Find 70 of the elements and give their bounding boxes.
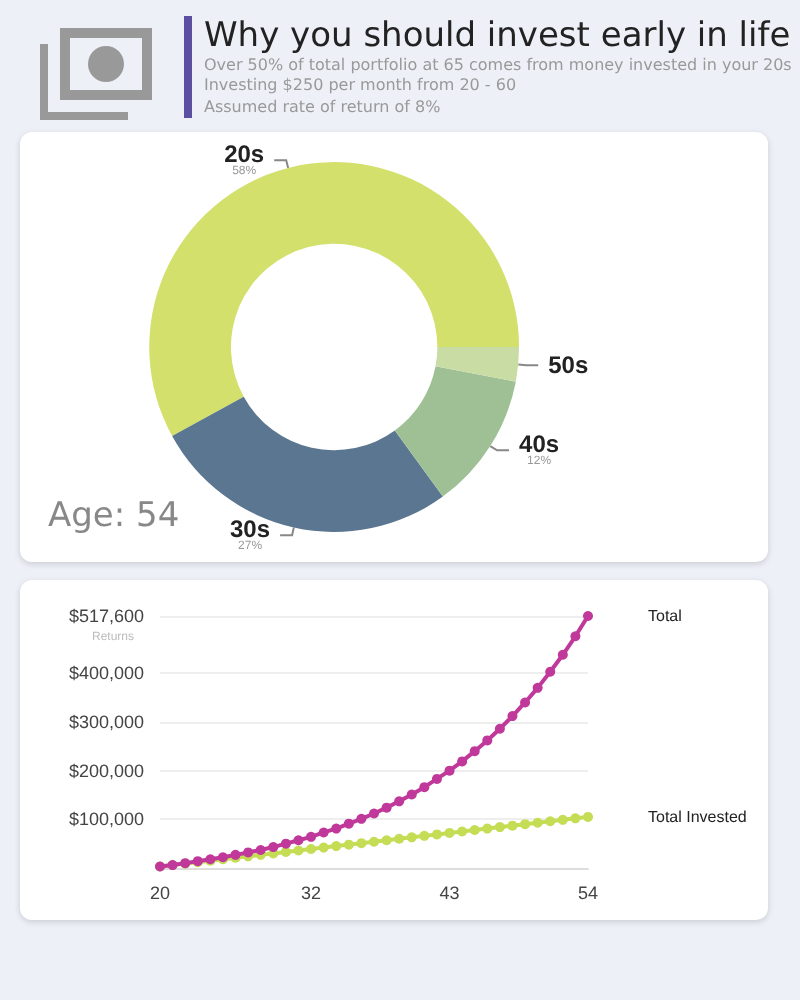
slice-label: 40s [519, 430, 560, 459]
point [331, 841, 342, 852]
slice-label: 20s [224, 140, 265, 169]
slice-label: 30s [230, 515, 271, 544]
y-tick-label: $517,600 [68, 606, 144, 626]
point [431, 773, 442, 784]
point [255, 844, 266, 855]
point [343, 839, 354, 850]
text: Total [648, 607, 683, 625]
y-tick-label: $400,000 [68, 663, 144, 684]
point [570, 631, 581, 642]
point [545, 816, 556, 827]
point [482, 823, 493, 834]
point [343, 818, 354, 829]
point [381, 802, 392, 813]
point [557, 814, 568, 825]
point [431, 829, 442, 840]
y-tick-label: $200,000 [68, 760, 144, 781]
y-tick-label: $100,000 [68, 809, 144, 830]
point [369, 836, 379, 847]
point [469, 825, 480, 836]
point [394, 833, 405, 844]
point [583, 811, 593, 822]
x-tick-label: 43 [439, 883, 460, 903]
point [318, 827, 329, 838]
point [318, 842, 329, 853]
point [306, 831, 317, 842]
point [280, 846, 291, 857]
x-tick-label: 32 [301, 883, 322, 903]
x-tick-label: 20 [149, 883, 171, 903]
text: Age: 54 [48, 496, 180, 536]
text: Total Invested [648, 807, 747, 826]
point [419, 782, 430, 793]
point [520, 697, 531, 708]
point [444, 765, 455, 776]
chart-title: Why you should invest early in life [204, 16, 792, 56]
point [444, 827, 455, 838]
point [532, 682, 543, 693]
point [394, 796, 405, 807]
point [356, 838, 367, 849]
point [583, 611, 593, 621]
point [356, 813, 367, 824]
point [406, 789, 417, 800]
point [570, 813, 581, 824]
point [268, 842, 279, 853]
point [507, 711, 518, 722]
point [331, 823, 342, 834]
point [482, 735, 493, 746]
point [369, 808, 379, 819]
point [469, 746, 480, 757]
x-tick-label: 54 [577, 883, 599, 903]
point [419, 830, 430, 841]
point [532, 817, 543, 828]
point [520, 819, 531, 830]
point [457, 826, 468, 837]
point [457, 756, 468, 767]
point [381, 835, 392, 846]
point [494, 723, 505, 734]
point [293, 835, 304, 846]
chart-subtitle: Over 50% of total portfolio at 65 comes from money invested in your 20s Investing $250 per month from 20 - 60 Assumed rate of return of 8% [204, 56, 792, 119]
point [545, 666, 556, 677]
point [557, 649, 568, 660]
point [406, 832, 417, 843]
y-tick-label: $300,000 [68, 711, 144, 732]
point [306, 844, 317, 855]
point [280, 838, 291, 849]
point [293, 845, 304, 856]
point [494, 822, 505, 833]
slice-label: 50s [548, 351, 589, 380]
point [507, 820, 518, 831]
